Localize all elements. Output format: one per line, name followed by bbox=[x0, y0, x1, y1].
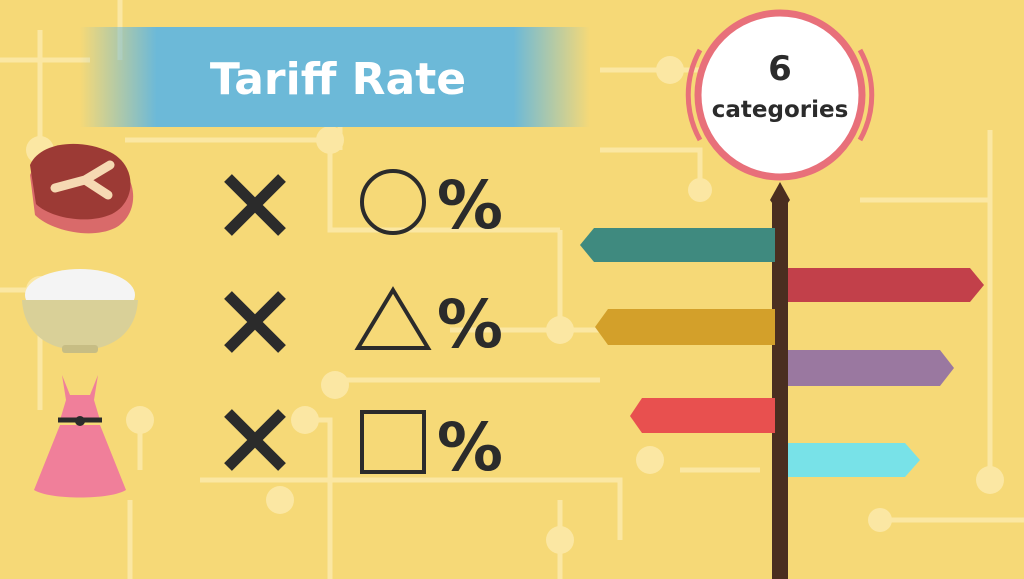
percent-sign: % bbox=[437, 167, 503, 244]
rice-bowl-icon bbox=[22, 269, 138, 353]
sign bbox=[788, 443, 920, 477]
sign bbox=[595, 309, 775, 345]
multiply-signs bbox=[224, 174, 286, 471]
badge-arc bbox=[685, 48, 703, 142]
square-symbol bbox=[360, 410, 426, 474]
sign bbox=[788, 268, 984, 302]
circle-symbol bbox=[360, 169, 426, 235]
dress-icon bbox=[34, 375, 126, 498]
pole bbox=[772, 200, 788, 579]
badge bbox=[694, 9, 866, 181]
badge-label: categories bbox=[712, 97, 849, 123]
pole-finial bbox=[770, 182, 790, 214]
percent-sign: % bbox=[437, 409, 503, 486]
sign bbox=[580, 228, 775, 262]
badge-number: 6 bbox=[768, 49, 792, 89]
title: Tariff Rate bbox=[210, 54, 466, 105]
sign bbox=[788, 350, 954, 386]
title-banner bbox=[80, 27, 590, 127]
sign bbox=[630, 398, 775, 433]
badge-arc bbox=[857, 48, 875, 142]
percent-sign: % bbox=[437, 286, 503, 363]
steak-icon bbox=[30, 143, 134, 234]
triangle-symbol bbox=[354, 286, 432, 350]
